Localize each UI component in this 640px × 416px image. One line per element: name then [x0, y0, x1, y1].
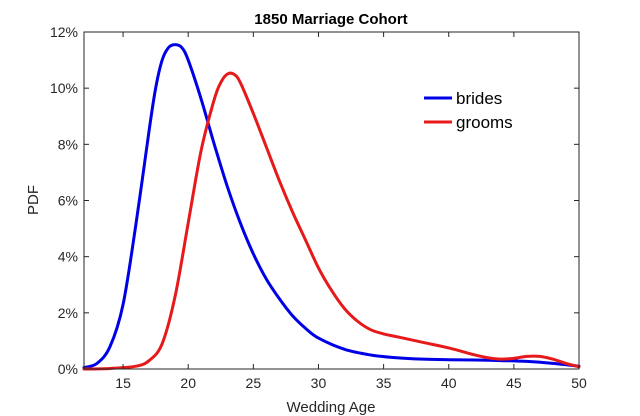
x-tick-label: 15	[115, 375, 131, 391]
x-tick-label: 35	[376, 375, 392, 391]
y-tick-label: 4%	[58, 249, 78, 265]
y-tick-label: 8%	[58, 136, 78, 152]
legend-label-grooms: grooms	[456, 113, 513, 132]
y-tick-label: 0%	[58, 361, 78, 377]
x-tick-label: 50	[571, 375, 587, 391]
chart-title: 1850 Marriage Cohort	[254, 11, 407, 28]
legend-label-brides: brides	[456, 89, 502, 108]
legend-box	[417, 82, 515, 134]
x-tick-label: 25	[246, 375, 262, 391]
x-tick-label: 20	[180, 375, 196, 391]
x-tick-label: 40	[441, 375, 457, 391]
legend: brides grooms	[417, 82, 515, 134]
y-tick-label: 6%	[58, 193, 78, 209]
series-line-grooms	[82, 71, 581, 371]
y-tick-label: 2%	[58, 305, 78, 321]
y-tick-label: 10%	[50, 80, 78, 96]
series-line-brides	[82, 43, 581, 370]
x-tick-label: 30	[311, 375, 327, 391]
y-axis-label: PDF	[25, 185, 42, 215]
y-tick-label: 12%	[50, 24, 78, 40]
x-axis-ticks: 15 20 25 30 35 40 45 50	[115, 32, 587, 391]
x-tick-label: 45	[506, 375, 522, 391]
x-axis-label: Wedding Age	[287, 399, 376, 416]
y-axis-ticks: 0% 2% 4% 6% 8% 10% 12%	[50, 24, 579, 377]
series-layer	[82, 43, 581, 371]
